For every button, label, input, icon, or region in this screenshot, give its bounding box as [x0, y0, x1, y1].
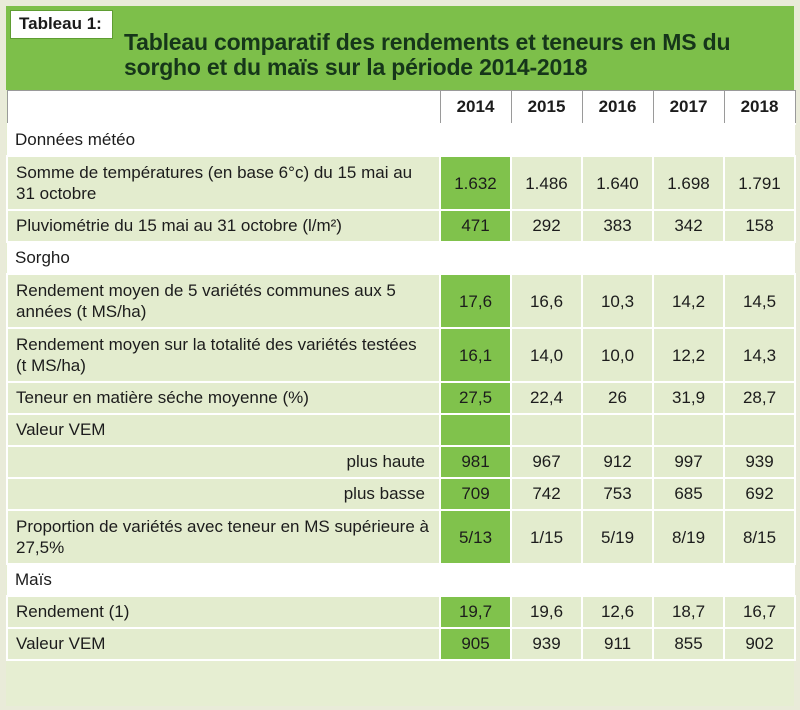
- table-row: Teneur en matière séche moyenne (%) 27,5…: [6, 381, 796, 415]
- table-row: Valeur VEM 905 939 911 855 902: [6, 627, 796, 661]
- cell-value: 855: [652, 627, 725, 661]
- cell-value: 18,7: [652, 595, 725, 629]
- cell-value: 912: [581, 445, 654, 479]
- cell-value: 10,3: [581, 273, 654, 329]
- year-header-row: 2014 2015 2016 2017 2018: [6, 90, 796, 125]
- cell-value: 905: [439, 627, 512, 661]
- table-row: Proportion de variétés avec teneur en MS…: [6, 509, 796, 565]
- year-header: 2018: [723, 90, 796, 125]
- cell-value: 709: [439, 477, 512, 511]
- cell-value: 5/19: [581, 509, 654, 565]
- cell-value: 1.632: [439, 155, 512, 211]
- cell-value: 1.791: [723, 155, 796, 211]
- cell-value: 12,2: [652, 327, 725, 383]
- row-label: Proportion de variétés avec teneur en MS…: [6, 509, 441, 565]
- table-title: Tableau comparatif des rendements et ten…: [124, 29, 731, 80]
- row-label: Rendement moyen de 5 variétés communes a…: [6, 273, 441, 329]
- cell-value: [723, 413, 796, 447]
- cell-value: 902: [723, 627, 796, 661]
- cell-value: 22,4: [510, 381, 583, 415]
- year-header: 2015: [510, 90, 583, 125]
- cell-value: 14,3: [723, 327, 796, 383]
- cell-value: 16,6: [510, 273, 583, 329]
- row-label: Valeur VEM: [6, 413, 441, 447]
- cell-value: 16,7: [723, 595, 796, 629]
- cell-value: 19,7: [439, 595, 512, 629]
- cell-value: 292: [510, 209, 583, 243]
- cell-value: 26: [581, 381, 654, 415]
- cell-value: [510, 413, 583, 447]
- cell-value: 383: [581, 209, 654, 243]
- cell-value: 17,6: [439, 273, 512, 329]
- cell-value: 1.698: [652, 155, 725, 211]
- table-row: plus haute 981 967 912 997 939: [6, 445, 796, 479]
- table-header-banner: Tableau 1: Tableau comparatif des rendem…: [6, 6, 794, 90]
- table-row: Rendement (1) 19,7 19,6 12,6 18,7 16,7: [6, 595, 796, 629]
- table-row: Somme de températures (en base 6°c) du 1…: [6, 155, 796, 211]
- cell-value: 27,5: [439, 381, 512, 415]
- section-title: Données météo: [7, 123, 795, 157]
- cell-value: [652, 413, 725, 447]
- cell-value: 742: [510, 477, 583, 511]
- cell-value: 1/15: [510, 509, 583, 565]
- cell-value: 911: [581, 627, 654, 661]
- cell-value: 14,0: [510, 327, 583, 383]
- table-row: plus basse 709 742 753 685 692: [6, 477, 796, 511]
- cell-value: 8/19: [652, 509, 725, 565]
- cell-value: 12,6: [581, 595, 654, 629]
- table-row: Pluviométrie du 15 mai au 31 octobre (l/…: [6, 209, 796, 243]
- data-table: 2014 2015 2016 2017 2018 Données météo S…: [6, 90, 796, 661]
- cell-value: 753: [581, 477, 654, 511]
- year-header: 2017: [652, 90, 725, 125]
- table-tag: Tableau 1:: [10, 10, 113, 39]
- cell-value: 31,9: [652, 381, 725, 415]
- table-row: Rendement moyen de 5 variétés communes a…: [6, 273, 796, 329]
- cell-value: 939: [723, 445, 796, 479]
- cell-value: 14,2: [652, 273, 725, 329]
- section-row-sorgho: Sorgho: [7, 241, 795, 275]
- cell-value: 685: [652, 477, 725, 511]
- corner-cell: [6, 90, 441, 125]
- cell-value: 8/15: [723, 509, 796, 565]
- comparison-table-figure: Tableau 1: Tableau comparatif des rendem…: [6, 6, 796, 706]
- table-row: Rendement moyen sur la totalité des vari…: [6, 327, 796, 383]
- row-label: Rendement moyen sur la totalité des vari…: [6, 327, 441, 383]
- cell-value: [581, 413, 654, 447]
- cell-value: 19,6: [510, 595, 583, 629]
- cell-value: 16,1: [439, 327, 512, 383]
- row-label: Somme de températures (en base 6°c) du 1…: [6, 155, 441, 211]
- cell-value: 981: [439, 445, 512, 479]
- year-header: 2016: [581, 90, 654, 125]
- row-label: Rendement (1): [6, 595, 441, 629]
- cell-value: 471: [439, 209, 512, 243]
- cell-value: 967: [510, 445, 583, 479]
- cell-value: 1.640: [581, 155, 654, 211]
- cell-value: 939: [510, 627, 583, 661]
- row-label: plus basse: [6, 477, 441, 511]
- cell-value: 997: [652, 445, 725, 479]
- section-title: Maïs: [7, 563, 795, 597]
- cell-value: 158: [723, 209, 796, 243]
- section-row-mais: Maïs: [7, 563, 795, 597]
- cell-value: 10,0: [581, 327, 654, 383]
- cell-value: 342: [652, 209, 725, 243]
- section-title: Sorgho: [7, 241, 795, 275]
- cell-value: 14,5: [723, 273, 796, 329]
- cell-value: 28,7: [723, 381, 796, 415]
- row-label: Pluviométrie du 15 mai au 31 octobre (l/…: [6, 209, 441, 243]
- section-row-meteo: Données météo: [7, 123, 795, 157]
- year-header: 2014: [439, 90, 512, 125]
- row-label: Valeur VEM: [6, 627, 441, 661]
- row-label: plus haute: [6, 445, 441, 479]
- cell-value: [439, 413, 512, 447]
- cell-value: 5/13: [439, 509, 512, 565]
- table-row: Valeur VEM: [6, 413, 796, 447]
- cell-value: 1.486: [510, 155, 583, 211]
- row-label: Teneur en matière séche moyenne (%): [6, 381, 441, 415]
- cell-value: 692: [723, 477, 796, 511]
